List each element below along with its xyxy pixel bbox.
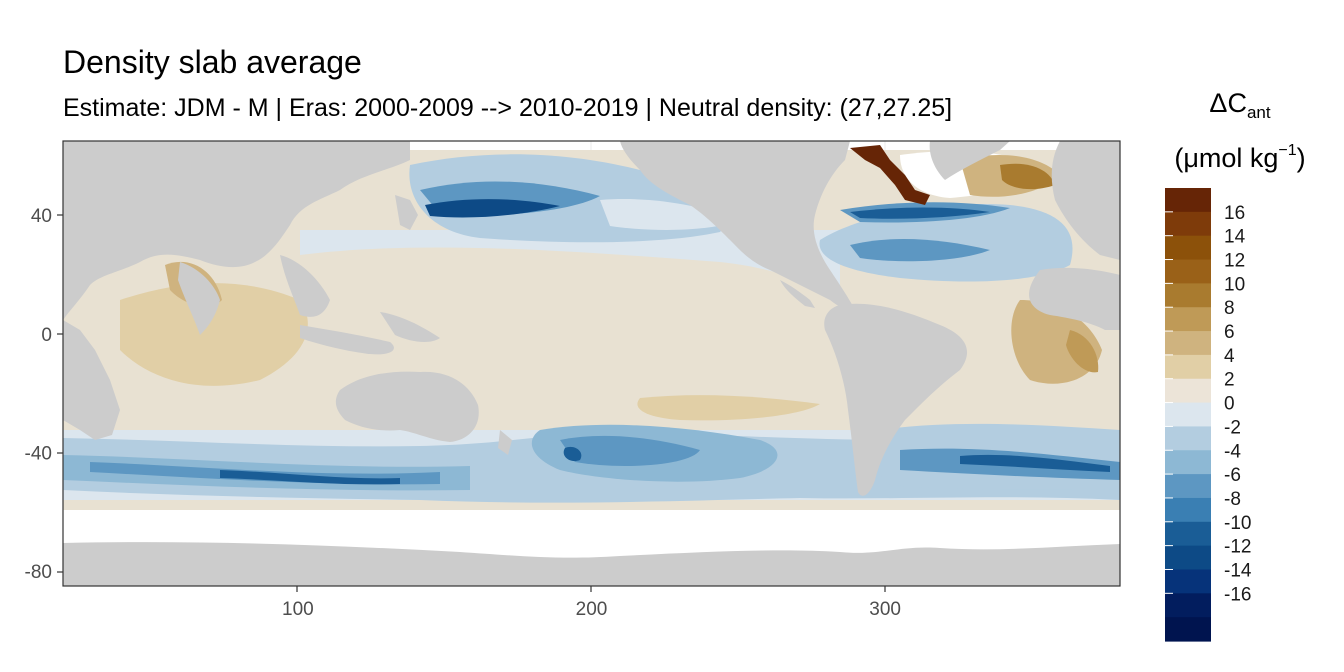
legend-swatch bbox=[1165, 474, 1211, 499]
legend-swatch bbox=[1165, 426, 1211, 451]
legend-label: -6 bbox=[1224, 465, 1241, 486]
legend-swatch bbox=[1165, 497, 1211, 523]
legend-swatch bbox=[1165, 545, 1211, 571]
legend-label: -2 bbox=[1224, 417, 1241, 438]
legend-swatch bbox=[1165, 354, 1211, 380]
legend-label: -4 bbox=[1224, 441, 1241, 462]
legend-label: 14 bbox=[1224, 227, 1246, 248]
map-subtitle: Estimate: JDM - M | Eras: 2000-2009 --> … bbox=[63, 94, 953, 122]
legend-swatch bbox=[1165, 331, 1211, 356]
x-tick-label: 200 bbox=[576, 599, 608, 620]
land-masses bbox=[63, 141, 1120, 496]
legend-swatch bbox=[1165, 188, 1211, 213]
x-tick-label: 300 bbox=[869, 599, 901, 620]
legend-label: 2 bbox=[1224, 370, 1235, 391]
legend-label: 0 bbox=[1224, 394, 1235, 415]
legend-label: -8 bbox=[1224, 489, 1241, 510]
y-tick-label: -80 bbox=[25, 562, 52, 583]
legend-unit: (μmol kg−1) bbox=[1174, 142, 1306, 173]
legend-label: 12 bbox=[1224, 251, 1245, 272]
legend-label: 4 bbox=[1224, 346, 1235, 367]
axis-ticks bbox=[57, 214, 886, 592]
legend-title: ΔCant bbox=[1209, 88, 1271, 122]
legend-label: -16 bbox=[1224, 584, 1251, 605]
legend-swatch bbox=[1165, 211, 1211, 237]
legend-swatch bbox=[1165, 378, 1211, 404]
legend-swatch bbox=[1165, 450, 1211, 475]
legend-label: 6 bbox=[1224, 322, 1235, 343]
map-title: Density slab average bbox=[63, 44, 362, 80]
legend-label: -12 bbox=[1224, 537, 1251, 558]
legend-swatch bbox=[1165, 259, 1211, 284]
legend-label: -14 bbox=[1224, 560, 1252, 581]
legend-swatch bbox=[1165, 593, 1211, 618]
legend-swatch bbox=[1165, 569, 1211, 594]
x-tick-label: 100 bbox=[282, 599, 314, 620]
legend-swatch bbox=[1165, 307, 1211, 332]
legend-swatch bbox=[1165, 235, 1211, 261]
y-axis-ticks: 40 0 -40 -80 bbox=[25, 206, 52, 583]
legend-colorbar bbox=[1165, 188, 1211, 642]
legend-swatch bbox=[1165, 402, 1211, 428]
legend-swatch bbox=[1165, 283, 1211, 308]
legend-label: -10 bbox=[1224, 513, 1251, 534]
y-tick-label: 40 bbox=[31, 206, 52, 227]
antarctica bbox=[63, 542, 1120, 586]
legend-swatch bbox=[1165, 521, 1211, 547]
legend-label: 8 bbox=[1224, 298, 1235, 319]
legend-label: 10 bbox=[1224, 274, 1245, 295]
legend-label: 16 bbox=[1224, 203, 1245, 224]
x-axis-ticks: 100 200 300 bbox=[282, 599, 901, 620]
legend-swatch bbox=[1165, 617, 1211, 642]
y-tick-label: 0 bbox=[41, 325, 52, 346]
y-tick-label: -40 bbox=[25, 444, 52, 465]
